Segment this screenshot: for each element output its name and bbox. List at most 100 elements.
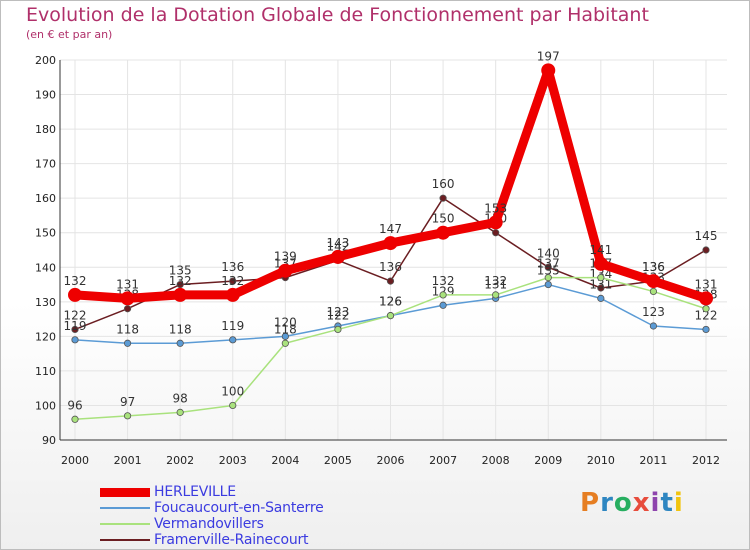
data-label: 96 — [67, 398, 82, 412]
data-label: 145 — [695, 229, 718, 243]
data-label: 141 — [589, 243, 612, 257]
data-label: 150 — [432, 212, 455, 226]
data-label: 132 — [484, 274, 507, 288]
data-point — [330, 249, 345, 264]
x-tick-label: 2009 — [534, 454, 562, 467]
data-point — [544, 274, 552, 282]
legend-item-herleville: HERLEVILLE — [100, 484, 324, 500]
data-point — [281, 339, 289, 347]
data-point — [541, 63, 556, 78]
y-tick-label: 90 — [42, 434, 56, 447]
data-point — [71, 415, 79, 423]
data-point — [281, 332, 289, 340]
data-point — [120, 291, 135, 306]
data-point — [386, 277, 395, 285]
logo-letter: P — [580, 488, 601, 518]
data-label: 131 — [116, 277, 139, 291]
data-point — [649, 322, 658, 330]
legend-item-vermandovillers: Vermandovillers — [100, 516, 324, 532]
y-tick-label: 110 — [35, 365, 56, 378]
data-label: 142 — [326, 239, 349, 253]
data-label: 131 — [589, 277, 612, 291]
x-tick-label: 2001 — [114, 454, 142, 467]
x-tick-label: 2002 — [166, 454, 194, 467]
y-tick-label: 150 — [35, 227, 56, 240]
data-point — [593, 256, 608, 271]
data-point — [492, 229, 500, 237]
data-point — [439, 301, 447, 309]
x-tick-label: 2007 — [429, 454, 457, 467]
logo-letter: x — [632, 488, 651, 518]
x-tick-label: 2010 — [587, 454, 615, 467]
data-label: 153 — [484, 201, 507, 215]
data-label: 136 — [642, 260, 665, 274]
data-label: 122 — [695, 308, 718, 322]
data-label: 122 — [64, 308, 87, 322]
y-tick-label: 130 — [35, 296, 56, 309]
y-tick-label: 180 — [35, 123, 56, 136]
data-point — [702, 246, 710, 254]
data-point — [123, 305, 132, 313]
chart-legend: HERLEVILLE Foucaucourt-en-Santerre Verma… — [100, 484, 324, 548]
legend-label: Foucaucourt-en-Santerre — [154, 500, 324, 516]
y-tick-label: 100 — [35, 399, 56, 412]
data-label: 139 — [274, 250, 297, 264]
legend-swatch-framerville — [100, 539, 150, 541]
data-label: 122 — [326, 308, 349, 322]
legend-label: HERLEVILLE — [154, 484, 236, 500]
data-point — [544, 263, 552, 271]
x-tick-label: 2006 — [377, 454, 405, 467]
data-point — [544, 280, 552, 289]
legend-label: Framerville-Rainecourt — [154, 532, 309, 548]
y-tick-label: 200 — [35, 54, 56, 67]
data-point — [229, 336, 237, 344]
data-label: 132 — [169, 274, 192, 288]
proxiti-logo: Proxiti — [580, 488, 684, 518]
data-point — [649, 287, 658, 296]
data-point — [225, 287, 240, 302]
x-tick-label: 2000 — [61, 454, 89, 467]
data-point — [71, 325, 79, 334]
legend-swatch-vermandovillers — [100, 523, 150, 525]
line-chart: 90 100 110 120 130 140 150 160 170 180 190 200 2000 2… — [35, 49, 727, 467]
legend-swatch-foucaucourt — [100, 507, 150, 509]
data-point — [176, 339, 184, 347]
x-tick-label: 2003 — [219, 454, 247, 467]
x-tick-label: 2005 — [324, 454, 352, 467]
legend-item-foucaucourt: Foucaucourt-en-Santerre — [100, 500, 324, 516]
data-point — [334, 325, 342, 334]
data-label: 126 — [379, 295, 402, 309]
data-point — [702, 325, 710, 334]
data-point — [386, 312, 395, 320]
data-label: 119 — [64, 319, 87, 333]
y-tick-label: 140 — [35, 261, 56, 274]
logo-letter: o — [613, 488, 633, 518]
data-label: 147 — [379, 222, 402, 236]
data-label: 132 — [64, 274, 87, 288]
data-label: 136 — [642, 260, 665, 274]
legend-item-framerville: Framerville-Rainecourt — [100, 532, 324, 548]
data-label: 135 — [537, 264, 560, 278]
y-tick-label: 120 — [35, 330, 56, 343]
data-point — [176, 280, 184, 289]
data-label: 132 — [432, 274, 455, 288]
data-point — [68, 287, 82, 302]
y-tick-label: 190 — [35, 89, 56, 102]
data-label: 118 — [116, 322, 139, 336]
data-point — [702, 305, 710, 313]
data-label: 136 — [221, 260, 244, 274]
data-point — [123, 412, 132, 420]
data-label: 97 — [120, 395, 135, 409]
data-label: 120 — [274, 315, 297, 329]
logo-letter: i — [673, 488, 684, 518]
data-label: 98 — [173, 391, 188, 405]
data-label: 137 — [537, 257, 560, 271]
data-label: 126 — [379, 295, 402, 309]
data-point — [436, 225, 451, 240]
data-label: 118 — [274, 322, 297, 336]
data-label: 131 — [695, 277, 718, 291]
data-label: 123 — [326, 305, 349, 319]
data-label: 123 — [642, 305, 665, 319]
data-point — [439, 291, 447, 299]
data-point — [176, 408, 184, 416]
